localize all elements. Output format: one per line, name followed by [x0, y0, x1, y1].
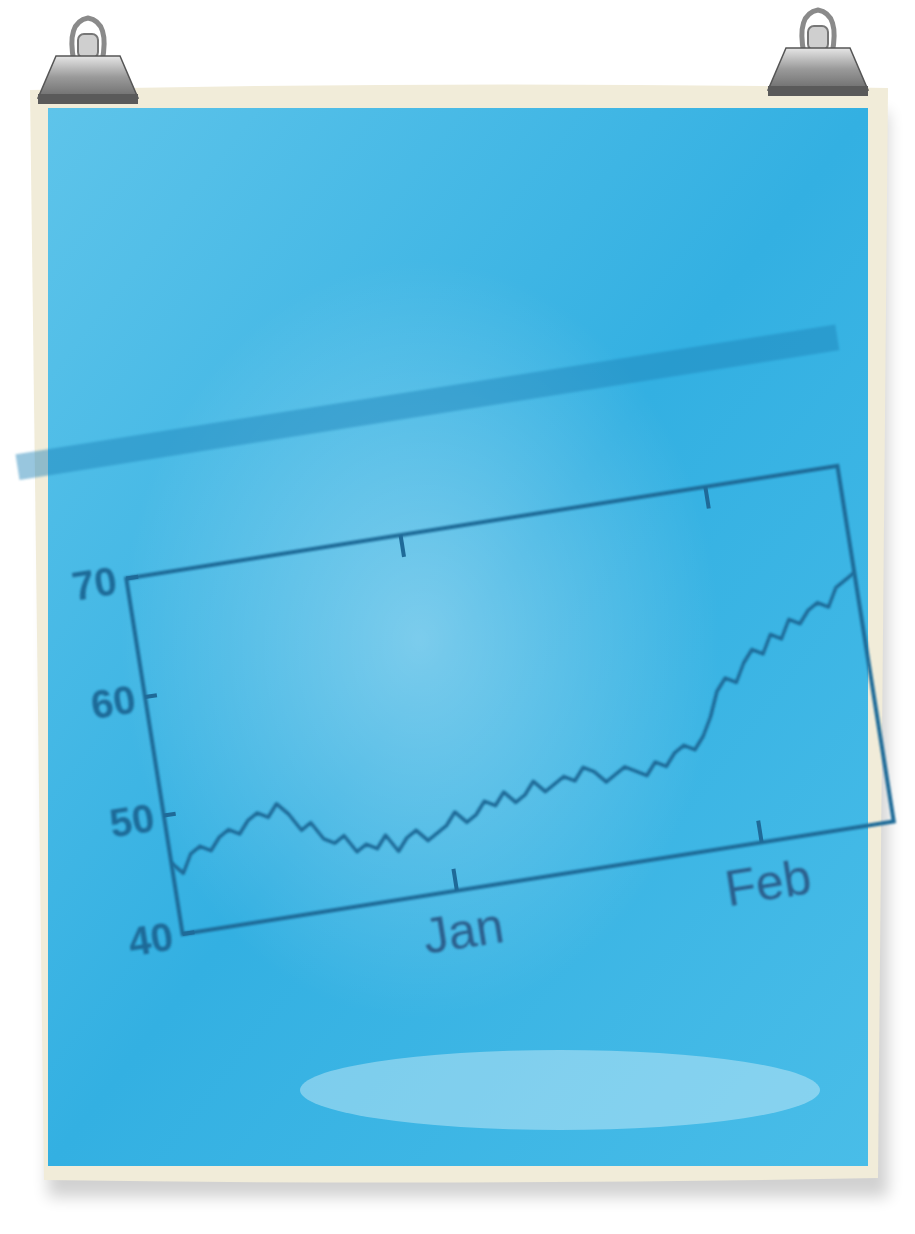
y-tick: [164, 814, 176, 816]
y-tick-label: 60: [88, 677, 139, 727]
series-group: [143, 573, 886, 887]
binder-clip: [38, 18, 138, 104]
highlight: [300, 1050, 820, 1130]
plot-frame: [126, 466, 893, 934]
y-tick-label: 40: [125, 914, 176, 964]
paper-border: [30, 84, 888, 1182]
y-tick: [183, 932, 195, 934]
x-tick-label: Jan: [419, 897, 507, 965]
x-tick: [758, 821, 761, 843]
chart: 40 50 60 70 Jan Feb: [15, 324, 915, 1016]
y-tick-label: 50: [107, 795, 158, 845]
x-tick-top: [401, 535, 404, 557]
binder-clip: [768, 10, 868, 96]
header-band: [15, 324, 839, 480]
paper: [48, 108, 868, 1166]
x-tick: [453, 869, 456, 891]
page: 40 50 60 70 Jan Feb: [0, 0, 915, 1234]
y-tick: [145, 695, 157, 697]
x-tick-label: Feb: [721, 848, 815, 917]
line: [143, 573, 886, 887]
y-tick: [126, 577, 138, 579]
x-tick-top: [705, 487, 708, 509]
y-tick-label: 70: [69, 558, 120, 608]
